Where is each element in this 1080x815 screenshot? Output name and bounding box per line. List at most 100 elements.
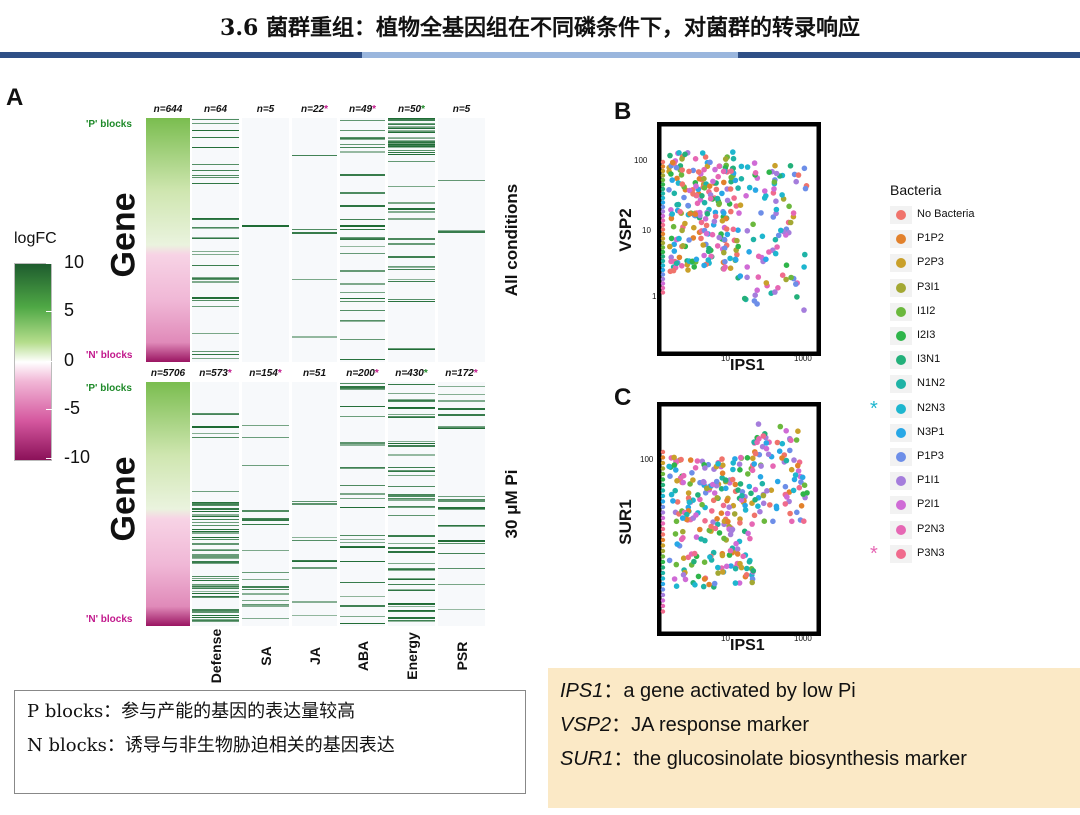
significance-star: * xyxy=(227,368,232,379)
bacteria-legend-title: Bacteria xyxy=(890,182,942,198)
data-point xyxy=(730,460,736,466)
gene-hit-line xyxy=(438,525,485,526)
data-point xyxy=(679,515,686,521)
data-point xyxy=(699,193,705,199)
gene-hit-line xyxy=(192,491,239,492)
data-point xyxy=(660,195,666,201)
gene-hit-line xyxy=(340,283,385,285)
data-point xyxy=(686,499,693,505)
data-point xyxy=(775,232,782,239)
gene-hit-line xyxy=(438,540,485,542)
gene-hit-line xyxy=(388,118,435,119)
data-point xyxy=(710,178,716,185)
gene-hit-line xyxy=(292,567,337,569)
gene-hit-line xyxy=(192,588,239,589)
data-point xyxy=(735,243,741,250)
gene-hit-line xyxy=(388,281,435,282)
data-point xyxy=(773,170,780,177)
data-point xyxy=(728,563,734,569)
count-label: n=154* xyxy=(249,368,282,379)
data-point xyxy=(746,559,753,565)
data-point xyxy=(711,580,718,587)
def-sur1: SUR1：the glucosinolate biosynthesis mark… xyxy=(560,742,1068,776)
data-point xyxy=(793,281,799,287)
data-point xyxy=(707,195,714,202)
data-point xyxy=(681,194,687,201)
data-point xyxy=(716,530,723,536)
data-point xyxy=(710,481,716,488)
gene-hit-line xyxy=(192,505,239,506)
data-point xyxy=(760,500,767,507)
column-label-psr: PSR xyxy=(453,641,470,671)
data-point xyxy=(669,177,675,183)
data-point xyxy=(671,241,677,248)
gene-category-column xyxy=(242,118,289,362)
gene-hit-line xyxy=(388,393,435,394)
data-point xyxy=(721,245,728,251)
gene-hit-line xyxy=(438,499,485,500)
data-point xyxy=(660,267,666,273)
data-point xyxy=(679,263,685,269)
data-point xyxy=(693,534,700,540)
legend-dot xyxy=(896,210,906,220)
data-point xyxy=(763,445,770,452)
significance-star: * xyxy=(423,368,428,379)
data-point xyxy=(691,264,697,270)
legend-significance-marker: * xyxy=(870,542,878,565)
gene-hit-line xyxy=(192,281,239,283)
gene-hit-line xyxy=(340,388,385,390)
data-point xyxy=(660,587,666,592)
data-point xyxy=(698,235,704,242)
data-point xyxy=(695,169,702,175)
logfc-legend-title: logFC xyxy=(14,230,57,247)
data-point xyxy=(720,462,726,468)
significance-star: * xyxy=(324,104,328,115)
data-point xyxy=(702,518,708,524)
gene-hit-line xyxy=(388,137,435,138)
gene-hit-line xyxy=(242,425,289,426)
gene-hit-line xyxy=(192,508,239,510)
gene-hit-line xyxy=(192,183,239,184)
data-point xyxy=(763,256,769,263)
data-point xyxy=(674,478,680,484)
gene-hit-line xyxy=(388,499,435,501)
data-point xyxy=(778,227,784,234)
data-point xyxy=(722,156,729,162)
gene-hit-line xyxy=(388,543,435,544)
data-point xyxy=(671,454,677,461)
data-point xyxy=(734,251,740,258)
data-point xyxy=(735,487,741,493)
data-point xyxy=(737,481,744,487)
gene-hit-line xyxy=(192,502,239,503)
gene-hit-line xyxy=(388,515,435,516)
gene-hit-line xyxy=(340,542,385,543)
data-point xyxy=(750,455,756,462)
data-point xyxy=(690,167,696,174)
data-point xyxy=(794,294,800,300)
data-point xyxy=(666,463,672,470)
data-point xyxy=(784,494,790,500)
data-point xyxy=(670,223,677,230)
data-point xyxy=(673,260,680,267)
data-point xyxy=(697,209,703,216)
gene-hit-line xyxy=(388,475,435,476)
data-point xyxy=(671,190,678,197)
data-point xyxy=(737,467,743,473)
gene-hit-line xyxy=(388,606,435,607)
gene-hit-line xyxy=(192,297,239,299)
data-point xyxy=(660,548,666,554)
gene-hit-line xyxy=(388,570,435,571)
data-point xyxy=(730,155,737,162)
data-point xyxy=(660,559,666,565)
gene-hit-line xyxy=(388,202,435,204)
data-point xyxy=(725,518,731,525)
data-point xyxy=(709,231,716,238)
gene-hit-line xyxy=(192,254,239,255)
data-point xyxy=(801,307,807,313)
data-point xyxy=(660,598,666,603)
legend-swatch xyxy=(890,496,912,515)
data-point xyxy=(760,492,767,499)
gene-hit-line xyxy=(388,498,435,499)
gene-hit-line xyxy=(192,580,239,581)
gene-hit-line xyxy=(388,146,435,147)
